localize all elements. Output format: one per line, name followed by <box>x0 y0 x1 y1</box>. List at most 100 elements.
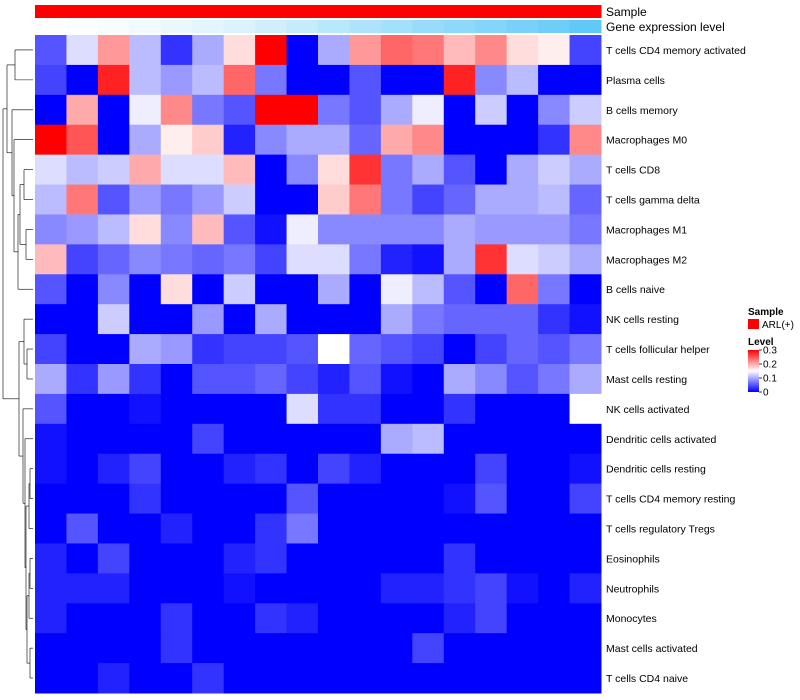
heatmap-cell <box>475 603 508 634</box>
heatmap-cell <box>318 423 350 455</box>
legend: Sample ARL(+) Level 0.3 0.2 0.1 0 <box>748 307 794 399</box>
heatmap-cell <box>380 304 413 335</box>
heatmap-cell <box>160 393 193 425</box>
heatmap-cell <box>97 543 130 574</box>
heatmap-cell <box>97 124 130 156</box>
heatmap-cell <box>97 184 130 215</box>
heatmap-cell <box>538 603 571 634</box>
sample-annotation-cell <box>223 5 256 18</box>
heatmap-cell <box>443 124 476 156</box>
heatmap-cell <box>318 453 350 485</box>
heatmap-cell <box>380 423 413 455</box>
heatmap-cell <box>192 94 225 126</box>
heatmap-cell <box>286 154 319 186</box>
heatmap-cell <box>255 573 288 604</box>
heatmap-cell <box>255 603 288 634</box>
heatmap-cell <box>506 573 539 604</box>
row-dendrogram <box>2 49 33 679</box>
heatmap-cell <box>35 214 67 245</box>
heatmap-cell <box>286 35 319 66</box>
gene-expression-annotation-cell <box>129 20 162 33</box>
heatmap-cells <box>35 35 602 694</box>
heatmap-cell <box>318 64 350 96</box>
sample-annotation-cell <box>569 5 602 18</box>
gene-expression-annotation-cell <box>223 20 256 33</box>
heatmap-cell <box>192 543 225 574</box>
heatmap-cell <box>160 603 193 634</box>
row-label: T cells CD4 memory resting <box>606 494 735 506</box>
heatmap-cell <box>443 244 476 275</box>
heatmap-cell <box>349 423 382 455</box>
row-label: T cells CD4 memory activated <box>606 45 746 57</box>
heatmap-cell <box>412 603 445 634</box>
heatmap-cell <box>129 64 162 96</box>
heatmap-cell <box>66 543 99 574</box>
heatmap-cell <box>443 364 476 395</box>
heatmap-cell <box>349 573 382 604</box>
heatmap-cell <box>255 393 288 425</box>
heatmap-cell <box>35 483 67 515</box>
sample-annotation-cell <box>66 5 99 18</box>
heatmap-cell <box>160 274 193 305</box>
heatmap-cell <box>35 573 67 604</box>
heatmap-cell <box>443 64 476 96</box>
heatmap-cell <box>506 603 539 634</box>
heatmap-cell <box>160 423 193 455</box>
heatmap-cell <box>192 64 225 96</box>
heatmap-cell <box>97 334 130 365</box>
heatmap-cell <box>349 364 382 395</box>
heatmap-cell <box>475 543 508 574</box>
heatmap-cell <box>475 423 508 455</box>
gene-expression-annotation-cell <box>538 20 571 33</box>
heatmap-cell <box>66 483 99 515</box>
heatmap-cell <box>129 244 162 275</box>
heatmap-cell <box>318 633 350 664</box>
row-label: Dendritic cells resting <box>606 464 706 476</box>
heatmap-cell <box>412 513 445 544</box>
heatmap-cell <box>160 483 193 515</box>
heatmap-cell <box>160 543 193 574</box>
heatmap-cell <box>223 304 256 335</box>
heatmap-cell <box>192 483 225 515</box>
heatmap-cell <box>412 393 445 425</box>
heatmap-cell <box>223 543 256 574</box>
heatmap-cell <box>255 64 288 96</box>
heatmap-cell <box>286 64 319 96</box>
heatmap-cell <box>506 364 539 395</box>
heatmap-cell <box>35 35 67 66</box>
heatmap-cell <box>506 35 539 66</box>
heatmap-cell <box>66 453 99 485</box>
heatmap-cell <box>443 483 476 515</box>
heatmap-cell <box>192 364 225 395</box>
heatmap-cell <box>97 154 130 186</box>
legend-level-ticks: 0.3 0.2 0.1 0 <box>759 346 777 399</box>
heatmap-cell <box>569 364 602 395</box>
heatmap-cell <box>286 304 319 335</box>
heatmap-cell <box>412 154 445 186</box>
heatmap-cell <box>129 453 162 485</box>
heatmap-cell <box>443 663 476 694</box>
heatmap-cell <box>66 573 99 604</box>
heatmap-cell <box>35 304 67 335</box>
gene-expression-annotation-cell <box>475 20 508 33</box>
row-label: T cells follicular helper <box>606 344 710 356</box>
heatmap-cell <box>35 423 67 455</box>
heatmap-cell <box>318 124 350 156</box>
heatmap-cell <box>66 244 99 275</box>
gene-expression-annotation-cell <box>318 20 350 33</box>
heatmap-cell <box>349 154 382 186</box>
legend-level-title: Level <box>748 337 774 348</box>
heatmap-cell <box>380 124 413 156</box>
heatmap-cell <box>223 124 256 156</box>
heatmap-cell <box>129 364 162 395</box>
heatmap-cell <box>380 633 413 664</box>
heatmap-cell <box>35 94 67 126</box>
heatmap-cell <box>569 513 602 544</box>
heatmap-cell <box>35 244 67 275</box>
heatmap-cell <box>318 184 350 215</box>
heatmap-cell <box>66 274 99 305</box>
heatmap-cell <box>475 334 508 365</box>
heatmap-cell <box>129 154 162 186</box>
heatmap-cell <box>35 274 67 305</box>
heatmap-cell <box>318 663 350 694</box>
